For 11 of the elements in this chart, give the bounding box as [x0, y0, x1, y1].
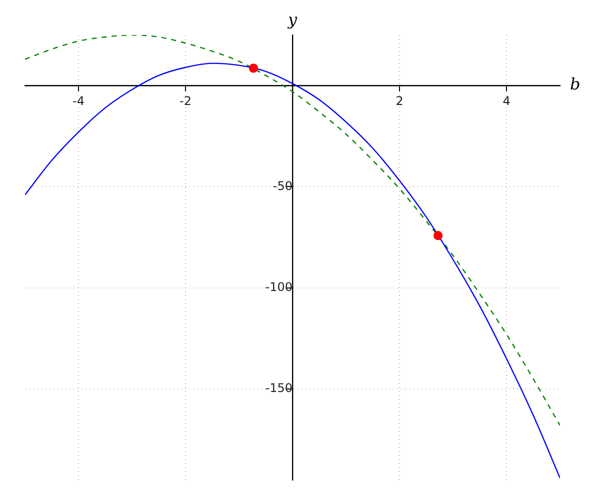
line-series — [25, 35, 560, 426]
y-tick-label: -100 — [265, 280, 292, 294]
x-axis-title: b — [570, 74, 580, 94]
line-series — [25, 62, 560, 479]
x-tick-label: -2 — [180, 94, 192, 108]
x-tick-label: 4 — [502, 94, 510, 108]
x-tick-label: 2 — [396, 94, 404, 108]
y-tick-label: -150 — [265, 381, 292, 396]
y-axis-title: y — [286, 10, 298, 30]
y-tick-label: -50 — [272, 178, 292, 193]
x-tick-label: -4 — [72, 94, 84, 108]
